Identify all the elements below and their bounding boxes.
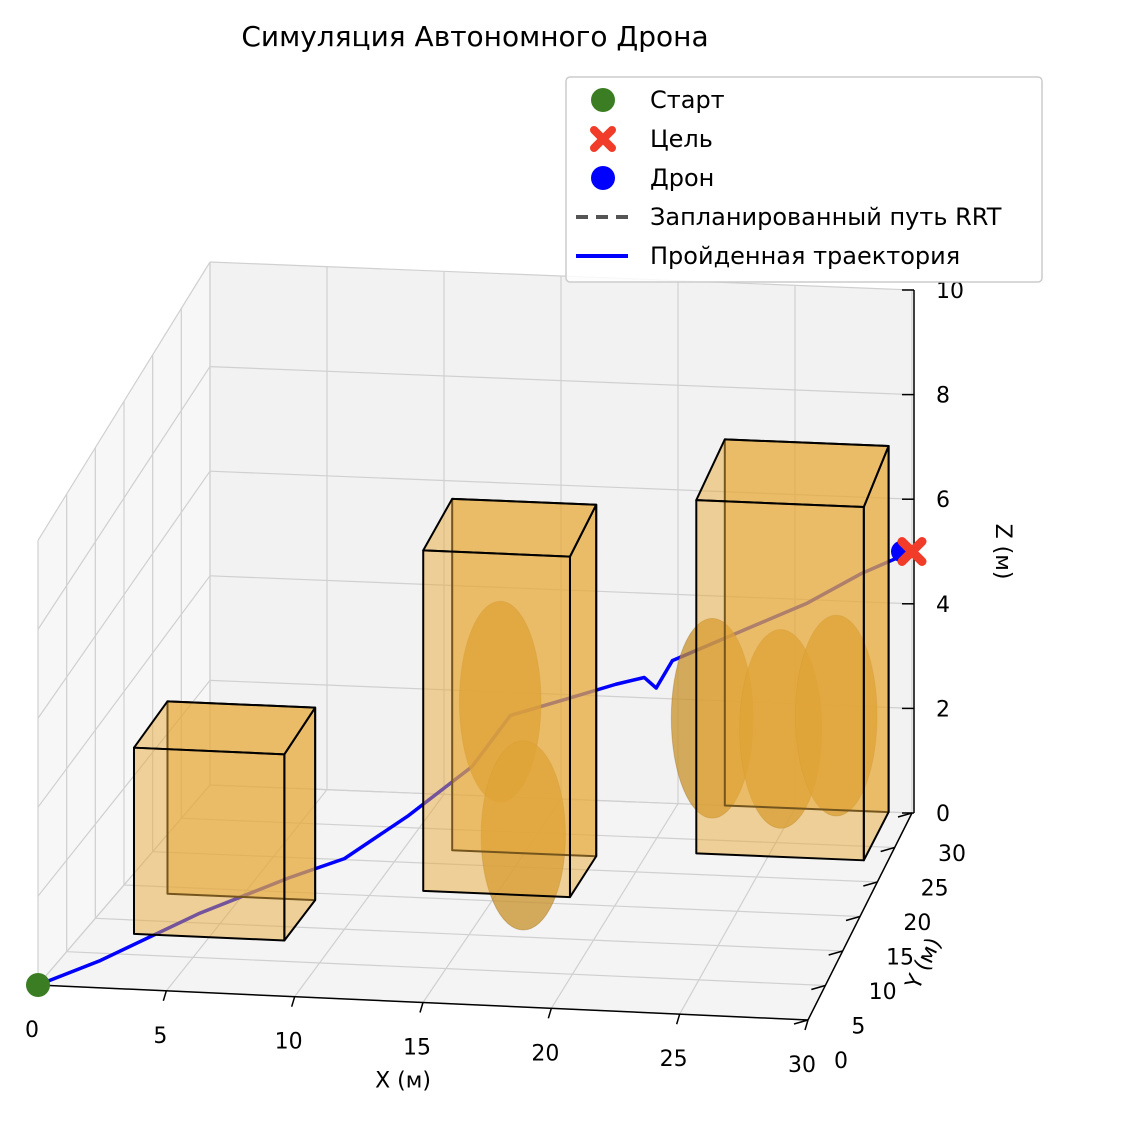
x-tick-mark (547, 1008, 553, 1019)
z-tick-label: 0 (936, 802, 950, 827)
y-tick-mark (880, 846, 895, 853)
y-tick-mark (828, 950, 843, 956)
y-tick-mark (863, 881, 878, 887)
x-tick-label: 0 (25, 1018, 39, 1043)
legend-planned-label: Запланированный путь RRT (650, 203, 1002, 231)
building-face (422, 549, 571, 899)
x-tick-label: 20 (531, 1041, 559, 1066)
x-tick-label: 30 (788, 1053, 816, 1078)
legend: Старт Цель Дрон Запланированный путь RRT Про… (565, 76, 1043, 283)
x-tick-mark (162, 990, 168, 1002)
z-axis-label: Z (м) (990, 524, 1015, 580)
legend-trajectory-label: Пройденная траектория (650, 242, 960, 270)
building-face (132, 746, 286, 942)
grid-line-z (37, 366, 211, 630)
x-tick-label: 15 (403, 1036, 431, 1061)
goal-marker (897, 537, 927, 566)
x-tick-mark (804, 1019, 809, 1031)
x-tick-mark (675, 1013, 681, 1025)
grid-line-z (37, 470, 211, 719)
legend-start-label: Старт (650, 86, 725, 114)
y-tick-label: 15 (886, 946, 914, 971)
y-tick-mark (811, 984, 826, 991)
y-tick-label: 20 (903, 911, 931, 936)
legend-drone-icon (591, 166, 615, 190)
z-tick-label: 10 (936, 279, 964, 304)
z-tick-label: 6 (936, 488, 950, 513)
start-marker (26, 973, 50, 997)
y-tick-mark (793, 1019, 809, 1025)
legend-box (565, 76, 1043, 283)
y-tick-label: 10 (869, 980, 897, 1005)
y-tick-mark (845, 915, 861, 922)
x-tick-label: 25 (660, 1047, 688, 1072)
legend-goal-label: Цель (650, 125, 713, 153)
chart-title: Симуляция Автономного Дрона (241, 20, 708, 53)
grid-line-z (37, 575, 211, 808)
building-face (862, 444, 890, 862)
grid-line-z (37, 261, 211, 541)
x-tick-label: 10 (275, 1030, 303, 1055)
y-tick-label: 25 (921, 877, 949, 902)
z-tick-label: 4 (936, 593, 950, 618)
grid-line-z (209, 366, 913, 396)
x-tick-mark (290, 996, 296, 1007)
building-face (695, 438, 890, 509)
x-tick-label: 5 (153, 1024, 167, 1049)
legend-drone-label: Дрон (650, 164, 714, 192)
legend-start-icon (591, 88, 615, 112)
grid-line-y (66, 951, 826, 987)
building-face (568, 503, 598, 899)
building-face (132, 700, 317, 756)
building-face (422, 497, 598, 558)
grid-line-z (209, 261, 913, 291)
y-tick-label: 30 (938, 842, 966, 867)
z-tick-label: 8 (936, 384, 950, 409)
y-tick-label: 0 (834, 1049, 848, 1074)
x-tick-mark (419, 1002, 424, 1013)
y-tick-label: 5 (851, 1015, 865, 1040)
building-face (695, 499, 865, 862)
legend-goal-icon (590, 126, 616, 152)
x-axis-label: X (м) (375, 1069, 431, 1094)
z-tick-label: 2 (936, 697, 950, 722)
